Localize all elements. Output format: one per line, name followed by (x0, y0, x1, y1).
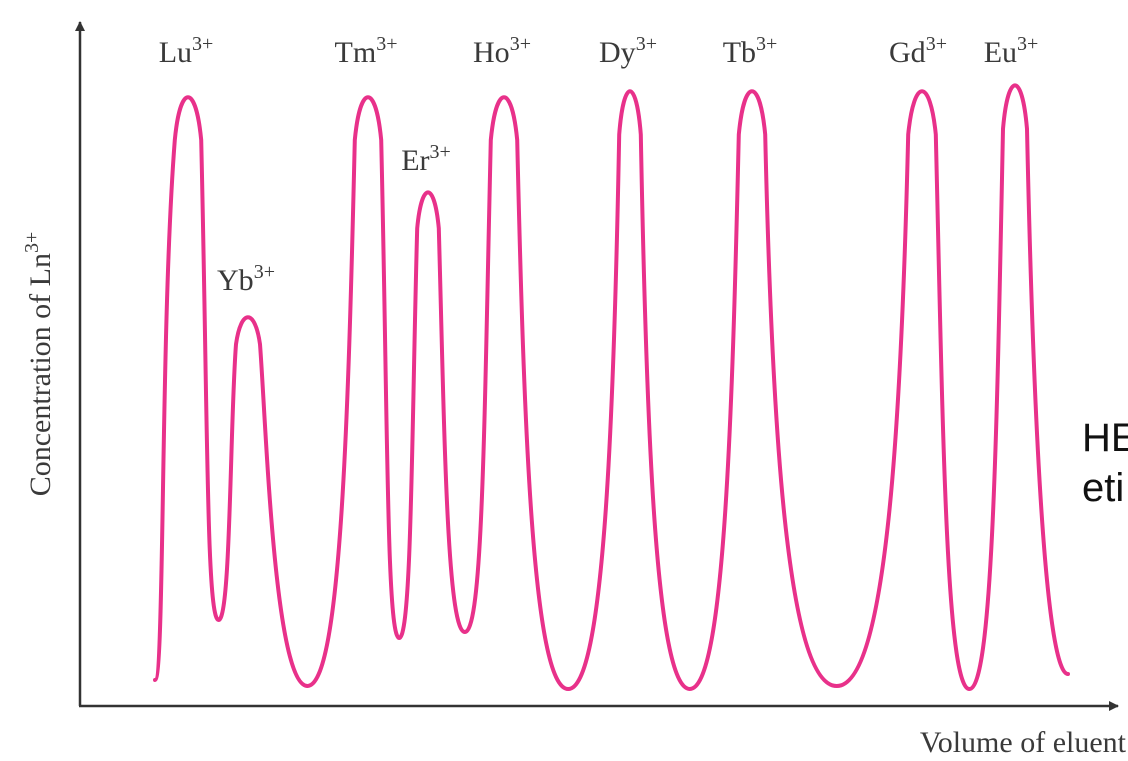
peak-label-ho: Ho3+ (473, 33, 531, 69)
peak-label-charge: 3+ (1017, 33, 1038, 55)
peak-label-element: Tm (335, 36, 377, 69)
peak-label-er: Er3+ (401, 141, 451, 177)
y-axis-label-superscript: 3+ (21, 232, 43, 253)
side-note-line-2: eti (1082, 466, 1124, 510)
peak-label-charge: 3+ (254, 261, 275, 283)
peak-label-element: Lu (159, 36, 192, 69)
peak-label-charge: 3+ (376, 33, 397, 55)
side-note-line-1: HE (1082, 416, 1128, 460)
peak-label-element: Ho (473, 36, 510, 69)
elution-trace (153, 83, 1070, 691)
peak-label-element: Yb (217, 264, 254, 297)
peak-label-element: Eu (984, 36, 1017, 69)
peak-label-element: Gd (889, 36, 926, 69)
peak-label-charge: 3+ (510, 33, 531, 55)
peak-label-element: Er (401, 144, 429, 177)
peak-label-element: Tb (723, 36, 756, 69)
peak-label-tb: Tb3+ (723, 33, 778, 69)
y-axis-label-text: Concentration of Ln (24, 253, 57, 496)
peak-label-eu: Eu3+ (984, 33, 1039, 69)
peak-label-yb: Yb3+ (217, 261, 275, 297)
peak-label-charge: 3+ (926, 33, 947, 55)
y-axis-label: Concentration of Ln3+ (21, 232, 57, 497)
peak-label-tm: Tm3+ (335, 33, 398, 69)
x-axis-label: Volume of eluent (920, 726, 1127, 759)
peak-label-charge: 3+ (756, 33, 777, 55)
peak-label-charge: 3+ (192, 33, 213, 55)
y-axis-label-group: Concentration of Ln3+ (21, 232, 57, 497)
peak-label-charge: 3+ (636, 33, 657, 55)
peak-label-charge: 3+ (430, 141, 451, 163)
peak-label-dy: Dy3+ (599, 33, 657, 69)
peak-label-lu: Lu3+ (159, 33, 214, 69)
peak-label-element: Dy (599, 36, 636, 69)
peak-label-gd: Gd3+ (889, 33, 947, 69)
peak-labels: Lu3+Yb3+Tm3+Er3+Ho3+ Dy3+ Tb3+ Gd3+ Eu3+ (159, 33, 1039, 297)
